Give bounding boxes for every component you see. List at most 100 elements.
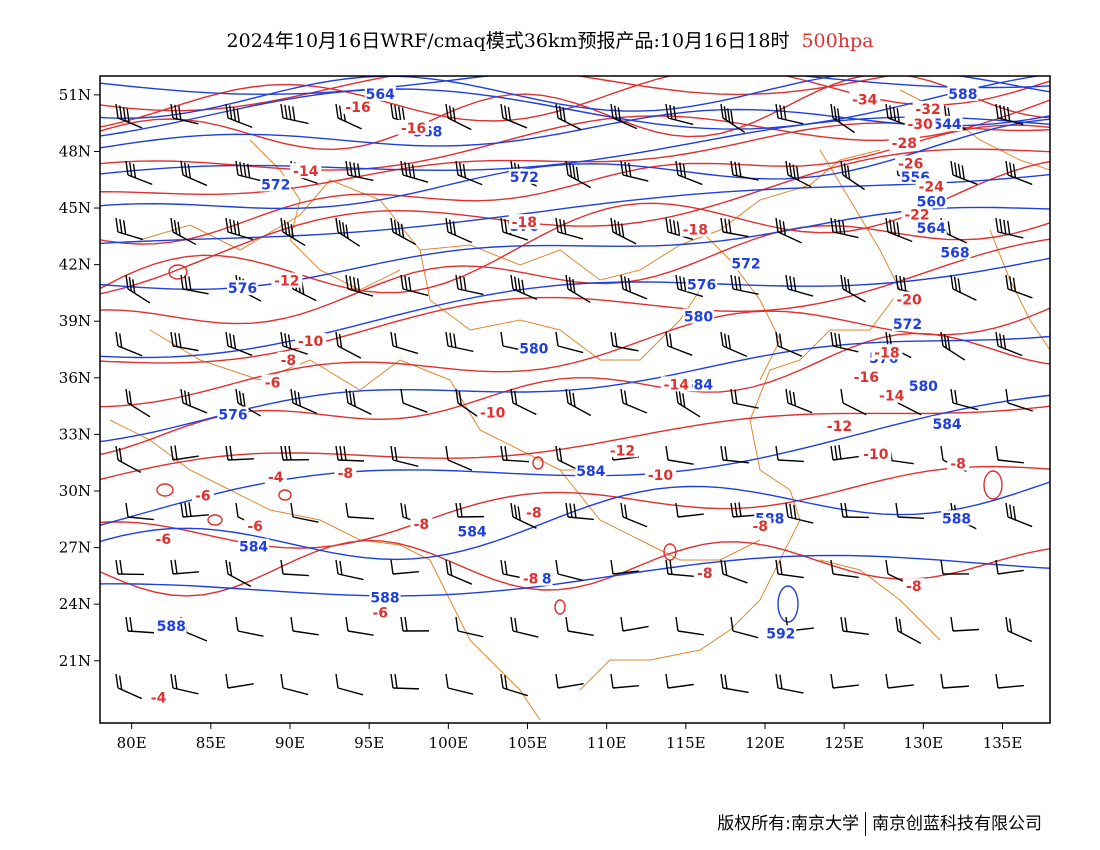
temperature-contour-label-bg [477, 404, 509, 420]
wind-barb [730, 616, 759, 639]
wind-barb [940, 559, 970, 575]
wind-barb [445, 673, 474, 695]
temperature-contour-label-bg [369, 604, 392, 620]
wind-barb [840, 502, 870, 519]
wind-barb [995, 559, 1024, 575]
wind-barb [785, 160, 812, 188]
wind-barb [280, 331, 308, 355]
temperature-contour-label-bg [290, 163, 322, 179]
contour-labels: 5645685725725765765765725805805845765845… [147, 85, 979, 706]
lon-tick-label: 95E [354, 734, 384, 752]
wind-barb [555, 331, 584, 354]
wind-barb [125, 388, 151, 418]
temperature-contour-label-bg [607, 442, 638, 458]
wind-barb [555, 559, 584, 582]
wind-barb [390, 673, 420, 690]
wind-barb [1005, 274, 1033, 299]
temperature-contour-label-bg [152, 531, 175, 547]
wind-barb [235, 616, 264, 637]
height-contour-label-bg [892, 315, 923, 331]
wind-barb [830, 331, 859, 353]
lat-tick-label: 27N [59, 539, 91, 557]
height-contour-label-bg [508, 168, 540, 184]
temperature-contour-label: -24 [919, 179, 945, 195]
height-contour-label: 544 [932, 117, 961, 133]
temperature-contour-label: -4 [151, 690, 167, 706]
wind-barb [170, 103, 199, 125]
height-contour-label-bg [931, 415, 963, 431]
wind-barb [665, 559, 694, 578]
temperature-contour-label-bg [398, 119, 429, 135]
temperature-contour-label-bg [147, 689, 170, 705]
height-contour-line [100, 108, 1050, 149]
border-line [819, 559, 941, 641]
temperature-contour-label: -12 [274, 274, 299, 290]
height-contour-label-bg [683, 308, 714, 324]
height-contour-label: 588 [370, 591, 399, 607]
wind-barb [115, 445, 142, 473]
wind-barb [125, 502, 154, 521]
wind-barb [170, 673, 199, 695]
height-contour-label-bg [575, 463, 607, 479]
height-contour-line [100, 76, 1050, 96]
wind-barb [555, 217, 584, 240]
wind-barb [170, 217, 197, 246]
lat-tick-label: 21N [59, 652, 91, 670]
height-contour-line [100, 554, 1050, 597]
border-line [149, 329, 600, 471]
lat-tick-label: 48N [59, 142, 91, 160]
wind-barb [1005, 160, 1033, 186]
temperature-contour-label-bg [849, 91, 881, 107]
wind-barb [950, 160, 978, 185]
wind-barb [895, 502, 925, 519]
wind-barb [775, 217, 802, 244]
wind-barb [280, 103, 309, 125]
wind-barb [565, 388, 592, 417]
temperature-contour-label-bg [679, 221, 711, 237]
wind-barb [610, 673, 639, 689]
wind-barb [610, 331, 639, 352]
wind-barb [500, 103, 528, 129]
temperature-contour-label: -28 [892, 136, 917, 152]
wind-barb [675, 616, 704, 636]
temperature-contour-label-bg [645, 466, 676, 482]
lat-tick-label: 36N [59, 369, 91, 387]
wind-barbs [115, 103, 1033, 700]
wind-barb [280, 673, 309, 696]
temperature-contour-label: -8 [697, 566, 713, 582]
temperature-contour-label: -32 [915, 102, 940, 118]
wind-barb [775, 673, 804, 694]
temperature-contour-label: -14 [293, 164, 319, 180]
wind-barb [510, 274, 538, 300]
height-contour-label-bg [260, 176, 292, 192]
wind-barb [775, 331, 803, 357]
wind-barb [445, 331, 474, 353]
wind-barb [180, 502, 209, 518]
border-line [989, 229, 1050, 351]
wind-barb [400, 616, 430, 632]
wind-barb [785, 388, 813, 414]
temperature-contour-label-bg [871, 344, 903, 360]
temperature-contour-label: -8 [523, 572, 539, 588]
wind-barb [345, 616, 374, 636]
height-contour-label: 580 [909, 379, 938, 395]
wind-barb [995, 103, 1024, 126]
temperature-contour-label: -34 [852, 93, 878, 109]
temperature-contour-label-bg [893, 291, 925, 307]
wind-barb [180, 274, 209, 295]
height-contour-label: 576 [687, 277, 716, 293]
wind-barb [225, 103, 253, 129]
height-contour-label-bg [217, 406, 249, 422]
wind-barb [445, 217, 473, 244]
wind-barb [335, 445, 365, 462]
wind-barb [225, 445, 255, 461]
height-contour-label: 588 [942, 511, 971, 527]
temperature-contour-label: -30 [908, 117, 934, 133]
wind-barb [455, 274, 484, 296]
wind-barb [280, 559, 309, 577]
wind-barb [225, 217, 254, 241]
wind-barb [445, 445, 473, 471]
temperature-contour-label-bg [342, 99, 374, 115]
height-contour-label: 580 [519, 342, 548, 358]
wind-barb [225, 559, 252, 588]
